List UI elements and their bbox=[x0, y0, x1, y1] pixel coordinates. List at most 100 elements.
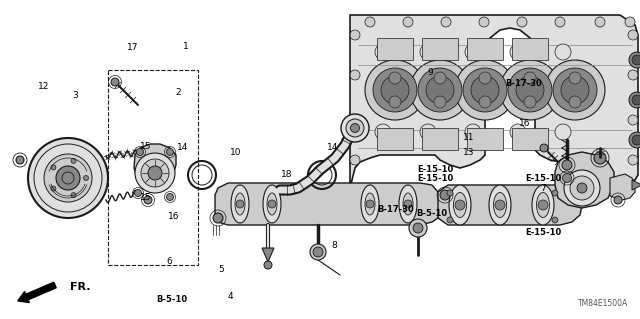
Circle shape bbox=[134, 189, 141, 197]
Polygon shape bbox=[262, 248, 274, 262]
Text: 13: 13 bbox=[463, 148, 474, 157]
Circle shape bbox=[629, 52, 640, 68]
Circle shape bbox=[595, 17, 605, 27]
Text: 8: 8 bbox=[332, 241, 337, 250]
Circle shape bbox=[516, 76, 544, 104]
Circle shape bbox=[62, 172, 74, 184]
Circle shape bbox=[268, 200, 276, 208]
Circle shape bbox=[569, 96, 581, 108]
Circle shape bbox=[447, 190, 453, 196]
Circle shape bbox=[351, 123, 360, 132]
Circle shape bbox=[524, 96, 536, 108]
Circle shape bbox=[614, 196, 622, 204]
Circle shape bbox=[561, 76, 589, 104]
Circle shape bbox=[500, 60, 560, 120]
Ellipse shape bbox=[536, 192, 550, 218]
Text: 15: 15 bbox=[140, 142, 152, 151]
Bar bbox=[422, 128, 458, 150]
Polygon shape bbox=[610, 174, 635, 200]
Circle shape bbox=[463, 68, 507, 112]
Circle shape bbox=[434, 72, 446, 84]
Text: 18: 18 bbox=[281, 170, 292, 179]
Circle shape bbox=[410, 60, 470, 120]
Circle shape bbox=[629, 132, 640, 148]
Circle shape bbox=[111, 78, 119, 86]
Circle shape bbox=[44, 154, 92, 202]
Circle shape bbox=[366, 200, 374, 208]
Circle shape bbox=[166, 194, 173, 201]
Text: B-17-30: B-17-30 bbox=[506, 79, 542, 88]
Circle shape bbox=[71, 193, 76, 197]
Circle shape bbox=[569, 72, 581, 84]
Circle shape bbox=[420, 124, 436, 140]
Circle shape bbox=[409, 219, 427, 237]
Ellipse shape bbox=[454, 192, 467, 218]
Circle shape bbox=[341, 114, 369, 142]
Circle shape bbox=[236, 200, 244, 208]
Ellipse shape bbox=[403, 193, 413, 215]
Ellipse shape bbox=[267, 193, 277, 215]
Circle shape bbox=[144, 196, 152, 204]
Text: 11: 11 bbox=[463, 133, 474, 142]
Polygon shape bbox=[438, 185, 582, 225]
Circle shape bbox=[508, 68, 552, 112]
Text: 7: 7 bbox=[540, 184, 545, 193]
Text: B-17-30: B-17-30 bbox=[378, 205, 414, 214]
Circle shape bbox=[213, 213, 223, 223]
Circle shape bbox=[440, 190, 450, 200]
Circle shape bbox=[375, 124, 391, 140]
Circle shape bbox=[555, 124, 571, 140]
Text: 14: 14 bbox=[327, 143, 339, 152]
Text: 16: 16 bbox=[519, 119, 531, 128]
Circle shape bbox=[83, 175, 88, 181]
Circle shape bbox=[455, 200, 465, 210]
Circle shape bbox=[628, 70, 638, 80]
Circle shape bbox=[471, 76, 499, 104]
Circle shape bbox=[553, 68, 597, 112]
Circle shape bbox=[313, 247, 323, 257]
Circle shape bbox=[71, 158, 76, 163]
Circle shape bbox=[632, 135, 640, 145]
Circle shape bbox=[628, 30, 638, 40]
Circle shape bbox=[148, 166, 162, 180]
Text: B-5-10: B-5-10 bbox=[156, 295, 187, 304]
Circle shape bbox=[51, 165, 56, 170]
Circle shape bbox=[365, 17, 375, 27]
Circle shape bbox=[510, 124, 526, 140]
Ellipse shape bbox=[449, 185, 471, 225]
Text: 4: 4 bbox=[228, 292, 233, 301]
Circle shape bbox=[375, 44, 391, 60]
Bar bbox=[512, 38, 548, 60]
Circle shape bbox=[350, 30, 360, 40]
Circle shape bbox=[479, 96, 491, 108]
Circle shape bbox=[562, 160, 572, 170]
Polygon shape bbox=[134, 144, 176, 185]
Ellipse shape bbox=[361, 185, 379, 223]
Text: 14: 14 bbox=[177, 143, 188, 152]
Circle shape bbox=[434, 96, 446, 108]
Circle shape bbox=[310, 244, 326, 260]
Circle shape bbox=[632, 95, 640, 105]
Circle shape bbox=[524, 72, 536, 84]
Circle shape bbox=[389, 96, 401, 108]
Bar bbox=[108, 70, 198, 265]
Circle shape bbox=[441, 17, 451, 27]
Text: 15: 15 bbox=[140, 193, 152, 202]
Ellipse shape bbox=[493, 192, 506, 218]
Bar bbox=[377, 128, 413, 150]
Circle shape bbox=[420, 44, 436, 60]
Ellipse shape bbox=[365, 193, 375, 215]
Circle shape bbox=[455, 60, 515, 120]
Circle shape bbox=[16, 156, 24, 164]
Circle shape bbox=[389, 72, 401, 84]
Bar bbox=[467, 38, 503, 60]
Bar bbox=[422, 38, 458, 60]
Circle shape bbox=[594, 152, 606, 164]
Ellipse shape bbox=[235, 193, 245, 215]
Circle shape bbox=[418, 68, 462, 112]
Text: 3: 3 bbox=[73, 91, 78, 100]
Circle shape bbox=[404, 200, 412, 208]
Circle shape bbox=[628, 115, 638, 125]
Circle shape bbox=[373, 68, 417, 112]
Circle shape bbox=[563, 174, 572, 182]
